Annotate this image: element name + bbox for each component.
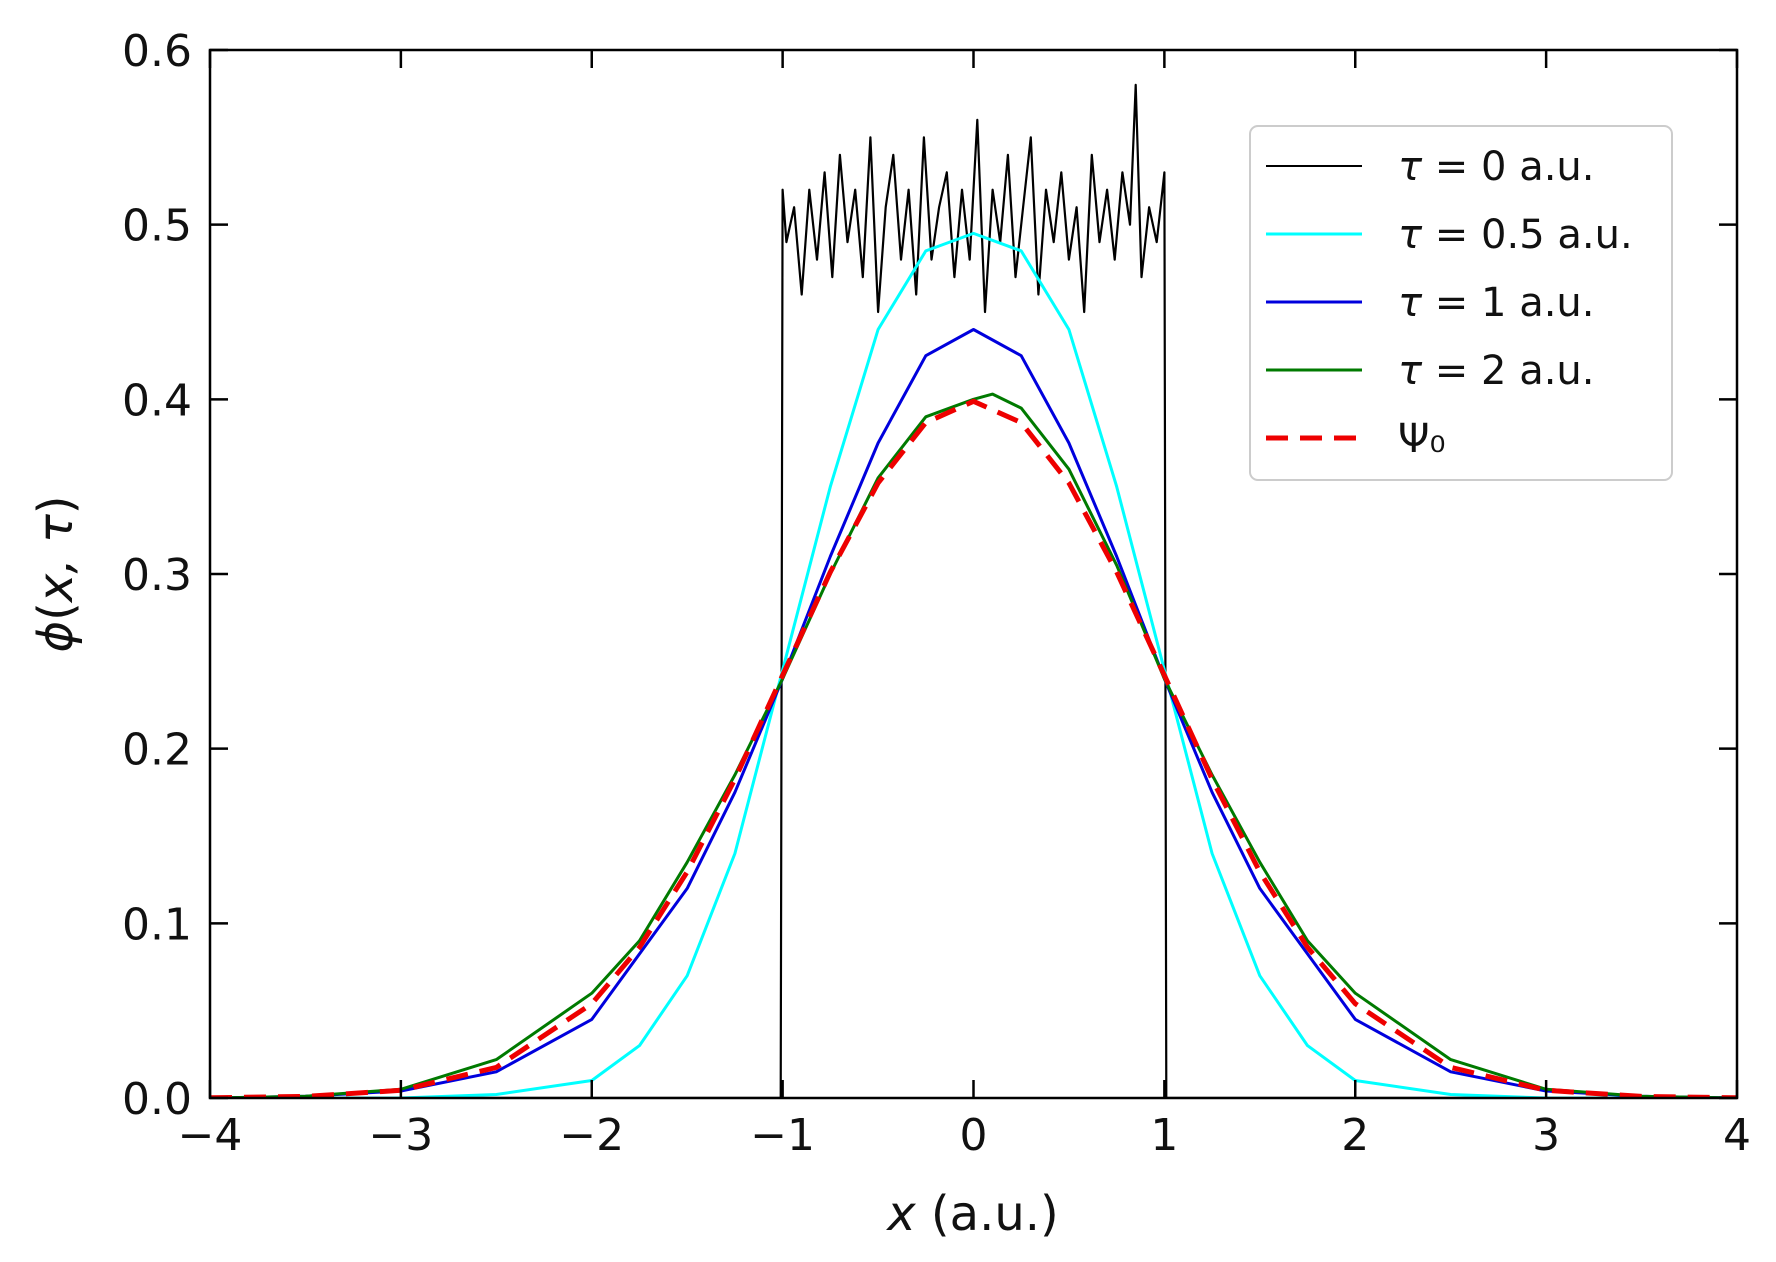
x-tick-label: −4 <box>178 1110 243 1161</box>
x-tick-label: −1 <box>750 1110 815 1161</box>
legend-entries: τ = 0 a.u. τ = 0.5 a.u. τ = 1 a.u. τ = 2 a.… <box>1266 144 1633 462</box>
y-tick-label: 0.4 <box>122 375 192 426</box>
x-tick-label: 2 <box>1341 1110 1369 1161</box>
x-tick-label: −2 <box>559 1110 624 1161</box>
series-line-psi0 <box>209 398 1738 1098</box>
legend-entry-tau1: τ = 1 a.u. <box>1266 280 1595 326</box>
y-tick-label: 0.6 <box>122 26 192 77</box>
legend: τ = 0 a.u. τ = 0.5 a.u. τ = 1 a.u. τ = 2 a.… <box>1249 125 1673 481</box>
legend-entry-tau0: τ = 0 a.u. <box>1266 144 1595 190</box>
x-tick-label: 4 <box>1723 1110 1751 1161</box>
y-tick-label: 0.0 <box>122 1074 192 1125</box>
series-line-tau2 <box>209 392 1738 1098</box>
legend-label: τ = 2 a.u. <box>1398 348 1595 394</box>
legend-label: τ = 1 a.u. <box>1398 280 1595 326</box>
y-tick-label: 0.3 <box>122 550 192 601</box>
legend-box <box>1249 125 1673 481</box>
legend-label: Ψ₀ <box>1398 416 1446 462</box>
legend-label: τ = 0.5 a.u. <box>1398 212 1633 258</box>
x-tick-label: −3 <box>368 1110 433 1161</box>
y-axis-label: ϕ(x, τ) <box>28 496 84 653</box>
y-tick-label: 0.2 <box>122 725 192 776</box>
y-tick-label: 0.5 <box>122 201 192 252</box>
plot-frame <box>208 48 1739 1100</box>
legend-label: τ = 0 a.u. <box>1398 144 1595 190</box>
x-tick-label: 1 <box>1150 1110 1178 1161</box>
x-tick-label: 3 <box>1532 1110 1560 1161</box>
y-tick-label: 0.1 <box>122 899 192 950</box>
series-line-tau05 <box>210 231 1737 1098</box>
x-tick-label: 0 <box>960 1110 988 1161</box>
x-axis-label: x (a.u.) <box>885 1186 1058 1242</box>
ticks-layer: −4 −3 −2 −1 0 1 2 3 4 0.0 0.1 0.2 0.3 0.4 0.5 0.6 <box>122 26 1751 1161</box>
series-line-tau1 <box>209 328 1738 1098</box>
legend-entry-tau05: τ = 0.5 a.u. <box>1266 212 1633 258</box>
legend-entry-psi0: Ψ₀ <box>1266 416 1446 462</box>
series-layer <box>209 83 1738 1098</box>
legend-entry-tau2: τ = 2 a.u. <box>1266 348 1595 394</box>
series-line-tau0 <box>210 83 1737 1098</box>
